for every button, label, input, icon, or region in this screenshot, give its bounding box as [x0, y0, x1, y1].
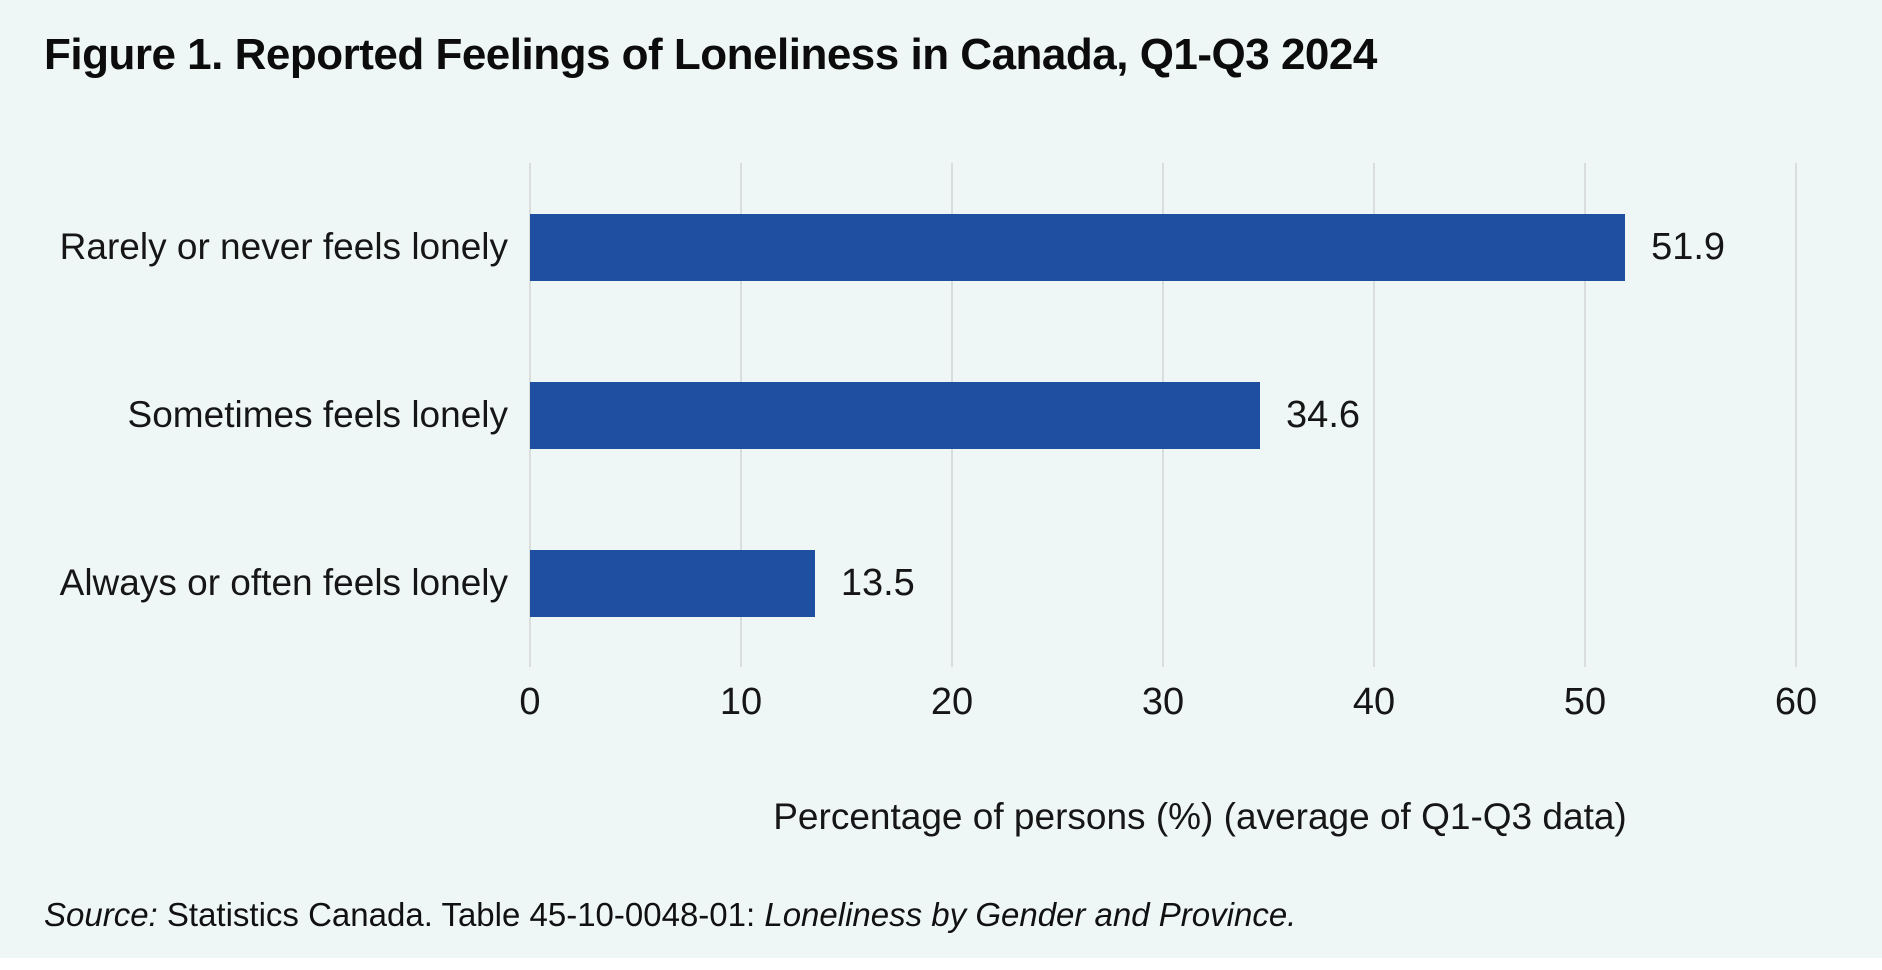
category-label: Rarely or never feels lonely: [59, 226, 508, 267]
x-tick-label: 30: [1141, 681, 1185, 723]
source-segment: Statistics Canada. Table 45-10-0048-01:: [157, 896, 765, 933]
figure-title: Figure 1. Reported Feelings of Lonelines…: [44, 30, 1377, 79]
bottom-strip: [0, 958, 1882, 970]
bar-1: [530, 213, 1626, 281]
x-tick-label: 60: [1774, 681, 1818, 723]
gridline-x-40: [1373, 163, 1375, 667]
x-axis-label: Percentage of persons (%) (average of Q1…: [773, 796, 1627, 837]
bar-chart-plot-area: 0 10 20 30 40 50 60 Rarely or never feels lonel…: [60, 163, 1817, 723]
source-segment: Loneliness by Gender and Province.: [764, 896, 1297, 933]
x-tick-label: 50: [1563, 681, 1607, 723]
x-tick-label: 10: [719, 681, 763, 723]
value-label: 13.5: [840, 562, 915, 604]
x-tick-label: 20: [930, 681, 974, 723]
value-label: 34.6: [1286, 394, 1361, 436]
bar-2: [530, 381, 1261, 449]
source-note: Source: Statistics Canada. Table 45-10-0…: [44, 896, 1296, 934]
category-label: Always or often feels lonely: [59, 562, 508, 603]
source-segment: Source:: [44, 896, 158, 933]
x-tick-label: 40: [1352, 681, 1396, 723]
gridline-x-60: [1795, 163, 1797, 667]
gridline-x-50: [1584, 163, 1586, 667]
bar-3: [530, 549, 815, 617]
category-label: Sometimes feels lonely: [127, 394, 508, 435]
x-tick-label: 0: [519, 681, 541, 723]
value-label: 51.9: [1651, 226, 1726, 268]
